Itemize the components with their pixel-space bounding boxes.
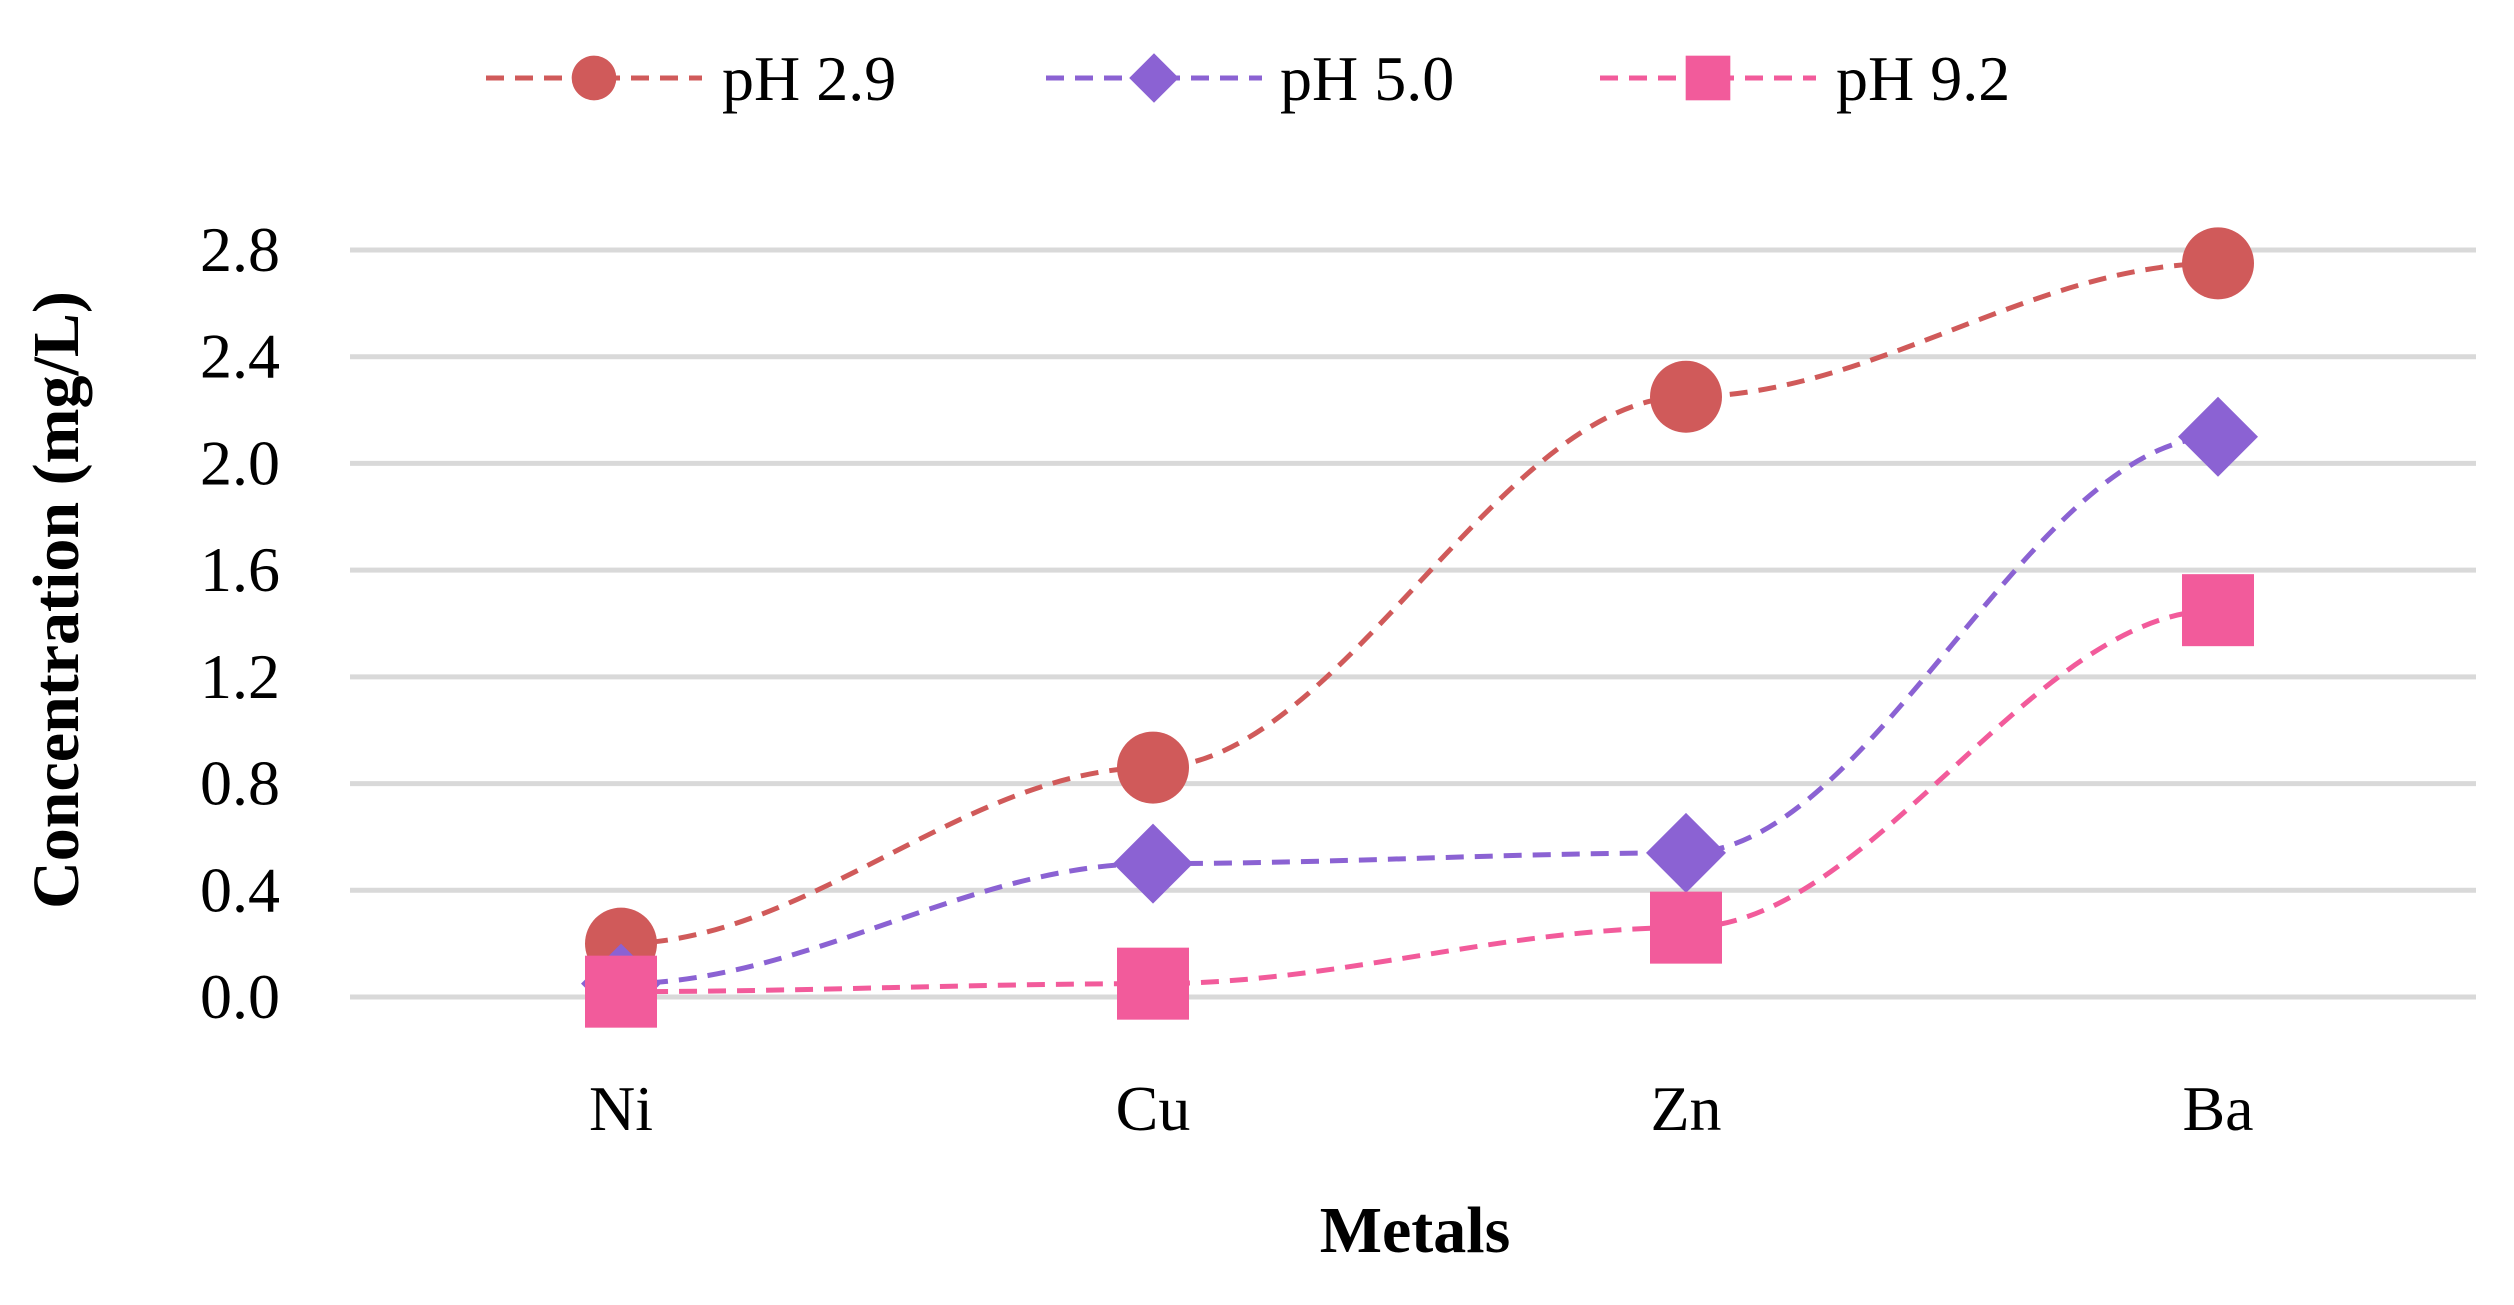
data-point [1117,947,1189,1020]
series-lines [620,260,2219,995]
legend-item: pH 9.2 [1600,43,2010,114]
y-tick-label: 0.4 [200,854,280,925]
legend-marker [571,55,617,101]
y-tick-label: 2.0 [200,427,280,498]
data-point [2182,574,2254,647]
y-axis-ticks: 0.0 0.4 0.8 1.2 1.6 2.0 2.4 2.8 [200,214,280,1032]
data-point [1113,823,1193,904]
legend-label: pH 2.9 [722,43,896,114]
gridlines [350,247,2476,1000]
x-axis-title: Metals [1320,1194,1511,1267]
legend-label: pH 9.2 [1836,43,2010,114]
x-axis-ticks: Ni Cu Zn Ba [589,1073,2254,1144]
data-point [1650,891,1722,964]
y-tick-label: 0.8 [200,748,280,819]
y-tick-label: 1.2 [200,641,280,712]
series-line-1 [620,434,2219,987]
x-tick-label: Ni [589,1073,653,1144]
series-line-0 [620,260,2219,947]
y-tick-label: 2.8 [200,214,280,285]
data-point [1650,360,1722,433]
x-tick-label: Ba [2182,1073,2253,1144]
series-line-2 [620,607,2219,995]
legend: pH 2.9 pH 5.0 pH 9.2 [486,43,2010,114]
legend-item: pH 5.0 [1046,43,1454,114]
x-tick-label: Cu [1116,1073,1191,1144]
legend-marker [1129,53,1179,103]
data-point [585,955,657,1028]
y-tick-label: 1.6 [200,534,280,605]
y-tick-label: 0.0 [200,961,280,1032]
legend-item: pH 2.9 [486,43,896,114]
x-tick-label: Zn [1650,1073,1721,1144]
legend-label: pH 5.0 [1280,43,1454,114]
legend-marker [1685,55,1731,101]
series-markers [581,227,2258,1028]
data-point [1117,731,1189,804]
y-tick-label: 2.4 [200,321,280,392]
y-axis-title: Concentration (mg/L) [20,291,93,909]
data-point [2182,227,2254,300]
data-point [2178,396,2258,477]
data-point [1646,812,1726,893]
